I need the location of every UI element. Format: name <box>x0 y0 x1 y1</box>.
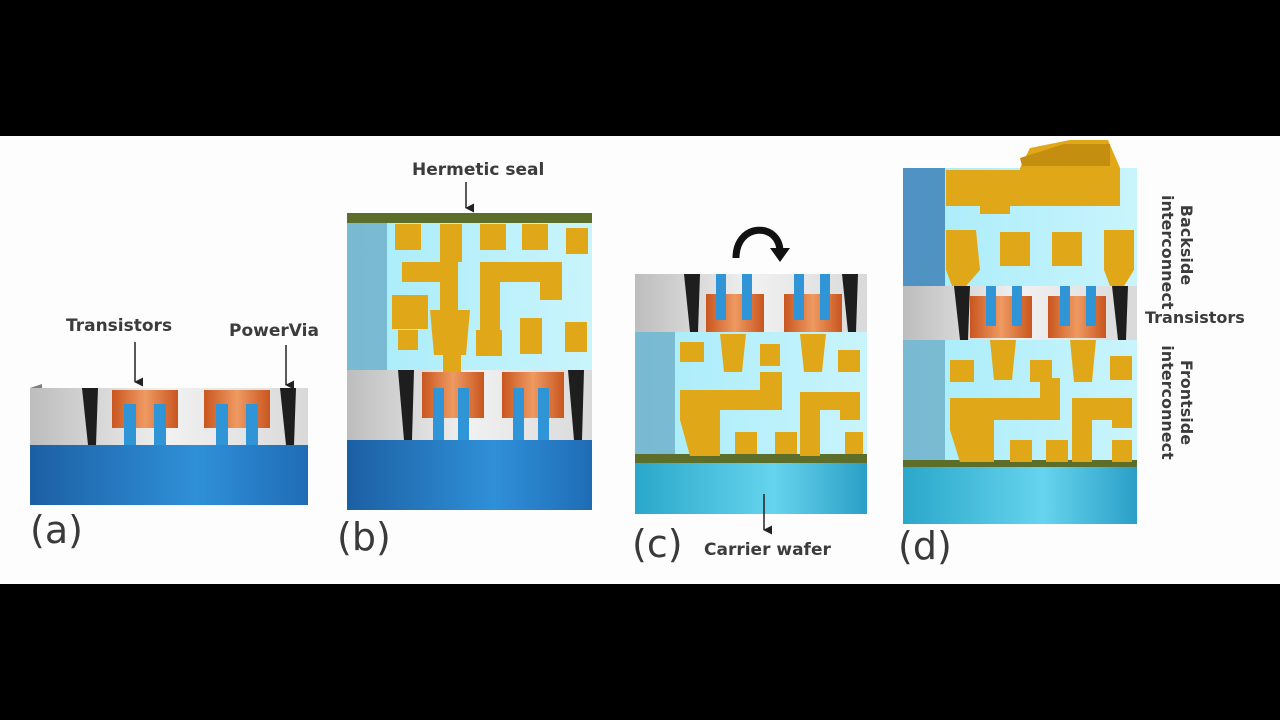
structure-d <box>903 140 1137 524</box>
contact-d1 <box>986 286 996 326</box>
gate-left-b <box>398 370 414 440</box>
transistor-d2 <box>1048 296 1106 338</box>
contact-a2 <box>154 404 166 445</box>
side-face-b <box>347 222 387 370</box>
transistor-b2 <box>502 372 564 418</box>
transistor-a1 <box>112 390 178 428</box>
structure-b <box>347 182 592 510</box>
contact-d2 <box>1012 286 1022 326</box>
label-frontside-line2: interconnect <box>1158 345 1177 460</box>
label-frontside-interconnect: Frontside interconnect <box>1158 345 1196 460</box>
powervia-a <box>280 388 296 445</box>
label-backside-line2: interconnect <box>1158 195 1177 310</box>
contact-a1 <box>124 404 136 445</box>
side-face-c <box>635 332 675 454</box>
structure-a <box>30 342 308 505</box>
contact-b2 <box>458 388 469 440</box>
contact-c1 <box>716 274 726 320</box>
flip-arrow-icon <box>732 226 784 259</box>
structure-c <box>635 226 867 535</box>
transistor-d1 <box>970 296 1032 338</box>
bump-pad-top-d <box>1020 144 1110 166</box>
transistor-c1 <box>706 294 764 332</box>
substrate-b <box>347 440 592 510</box>
contact-b4 <box>538 388 549 440</box>
contact-c3 <box>794 274 804 320</box>
gate-right-c <box>842 274 858 332</box>
label-backside-interconnect: Backside interconnect <box>1158 195 1196 310</box>
label-transistors-a: Transistors <box>66 316 173 336</box>
metal-lines-c <box>680 334 863 456</box>
label-powervia: PowerVia <box>229 321 319 341</box>
panel-label-b: (b) <box>337 515 391 559</box>
flip-arrow-head <box>770 248 790 262</box>
carrier-wafer <box>635 462 867 514</box>
label-frontside-line1: Frontside <box>1177 359 1196 446</box>
panel-label-c: (c) <box>632 522 683 566</box>
panel-label-d: (d) <box>898 524 952 568</box>
panel-label-a: (a) <box>30 508 83 552</box>
metal-lines-b <box>392 224 588 372</box>
contact-a4 <box>246 404 258 445</box>
label-backside-line1: Backside <box>1177 204 1196 286</box>
label-transistors-d: Transistors <box>1145 308 1245 327</box>
contact-b3 <box>513 388 524 440</box>
side-face-d-front <box>903 340 945 460</box>
gate-left-d <box>954 286 970 340</box>
contact-c4 <box>820 274 830 320</box>
contact-a3 <box>216 404 228 445</box>
gate-right-b <box>568 370 584 440</box>
contact-d3 <box>1060 286 1070 326</box>
side-face-d-back <box>903 168 945 286</box>
gate-left-c <box>684 274 700 332</box>
contact-d4 <box>1086 286 1096 326</box>
bond-layer-c <box>635 454 867 463</box>
contact-b1 <box>433 388 444 440</box>
contact-c2 <box>742 274 752 320</box>
transistor-a2 <box>204 390 270 428</box>
carrier-wafer-d <box>903 466 1137 524</box>
transistor-c2 <box>784 294 842 332</box>
hermetic-seal-layer <box>347 213 592 223</box>
transistor-b1 <box>422 372 484 418</box>
bond-layer-d <box>903 460 1137 467</box>
gate-left-a <box>82 388 98 445</box>
label-carrier-wafer: Carrier wafer <box>704 540 831 560</box>
substrate-a <box>30 445 308 505</box>
metal-lines-d-front <box>950 340 1132 462</box>
label-hermetic-seal: Hermetic seal <box>412 160 545 180</box>
gate-right-d <box>1112 286 1128 340</box>
